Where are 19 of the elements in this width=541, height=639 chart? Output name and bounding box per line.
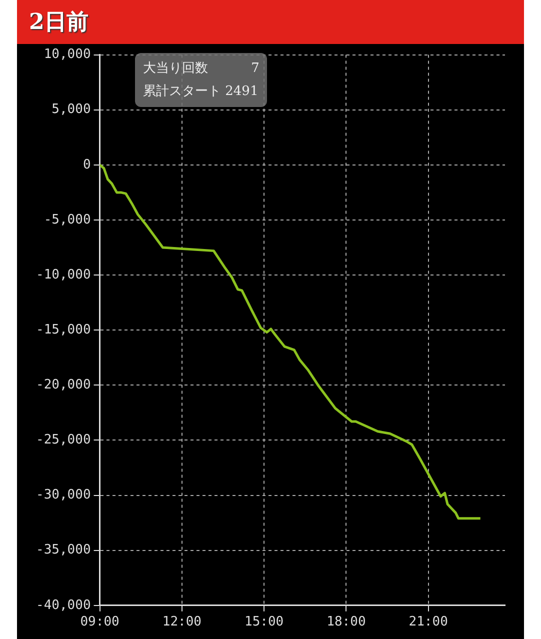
y-tick-label: 0 [82, 157, 91, 172]
x-tick-label: 15:00 [244, 614, 284, 630]
y-tick-label: -35,000 [36, 542, 91, 558]
y-tick-label: -10,000 [36, 267, 91, 282]
annotation: 累計スタート 2491 [143, 83, 260, 101]
chart-title: 2日前 [17, 0, 524, 44]
x-tick-label: 12:00 [162, 614, 202, 630]
y-tick-label: -15,000 [36, 322, 91, 338]
y-tick-label: 10,000 [44, 47, 91, 62]
y-tick-label: -40,000 [36, 598, 91, 613]
y-tick-label: -5,000 [44, 212, 91, 228]
x-tick-label: 21:00 [408, 614, 448, 630]
annotation: 大当り回数 7 [143, 60, 260, 78]
y-tick-label: -30,000 [36, 488, 91, 503]
y-tick-label: -25,000 [36, 432, 91, 448]
y-tick-label: -20,000 [36, 378, 91, 393]
y-tick-label: 5,000 [52, 102, 91, 118]
x-tick-label: 18:00 [326, 614, 366, 630]
x-tick-label: 09:00 [80, 614, 120, 630]
